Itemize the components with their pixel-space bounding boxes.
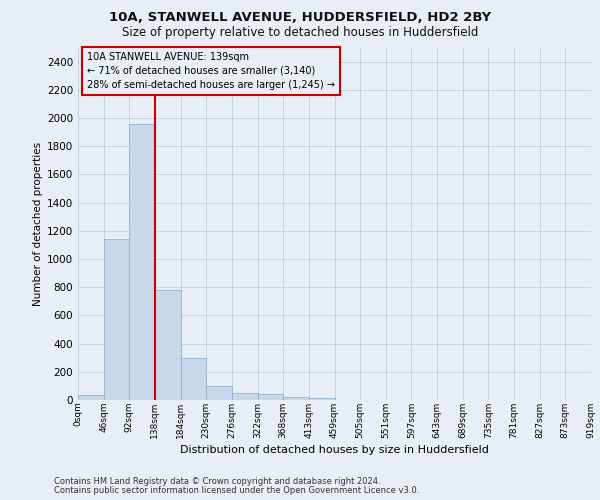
Y-axis label: Number of detached properties: Number of detached properties: [33, 142, 43, 306]
Text: 10A, STANWELL AVENUE, HUDDERSFIELD, HD2 2BY: 10A, STANWELL AVENUE, HUDDERSFIELD, HD2 …: [109, 11, 491, 24]
Bar: [181, 358, 206, 400]
X-axis label: Distribution of detached houses by size in Huddersfield: Distribution of detached houses by size …: [180, 444, 489, 454]
Text: Contains public sector information licensed under the Open Government Licence v3: Contains public sector information licen…: [54, 486, 419, 495]
Text: 10A STANWELL AVENUE: 139sqm
← 71% of detached houses are smaller (3,140)
28% of : 10A STANWELL AVENUE: 139sqm ← 71% of det…: [87, 52, 335, 90]
Bar: [232, 394, 257, 400]
Bar: [104, 240, 130, 400]
Bar: [257, 394, 283, 400]
Bar: [78, 395, 104, 400]
Bar: [130, 124, 155, 400]
Bar: [283, 397, 309, 400]
Bar: [309, 398, 335, 400]
Bar: [155, 290, 181, 400]
Bar: [206, 386, 232, 400]
Text: Size of property relative to detached houses in Huddersfield: Size of property relative to detached ho…: [122, 26, 478, 39]
Text: Contains HM Land Registry data © Crown copyright and database right 2024.: Contains HM Land Registry data © Crown c…: [54, 477, 380, 486]
